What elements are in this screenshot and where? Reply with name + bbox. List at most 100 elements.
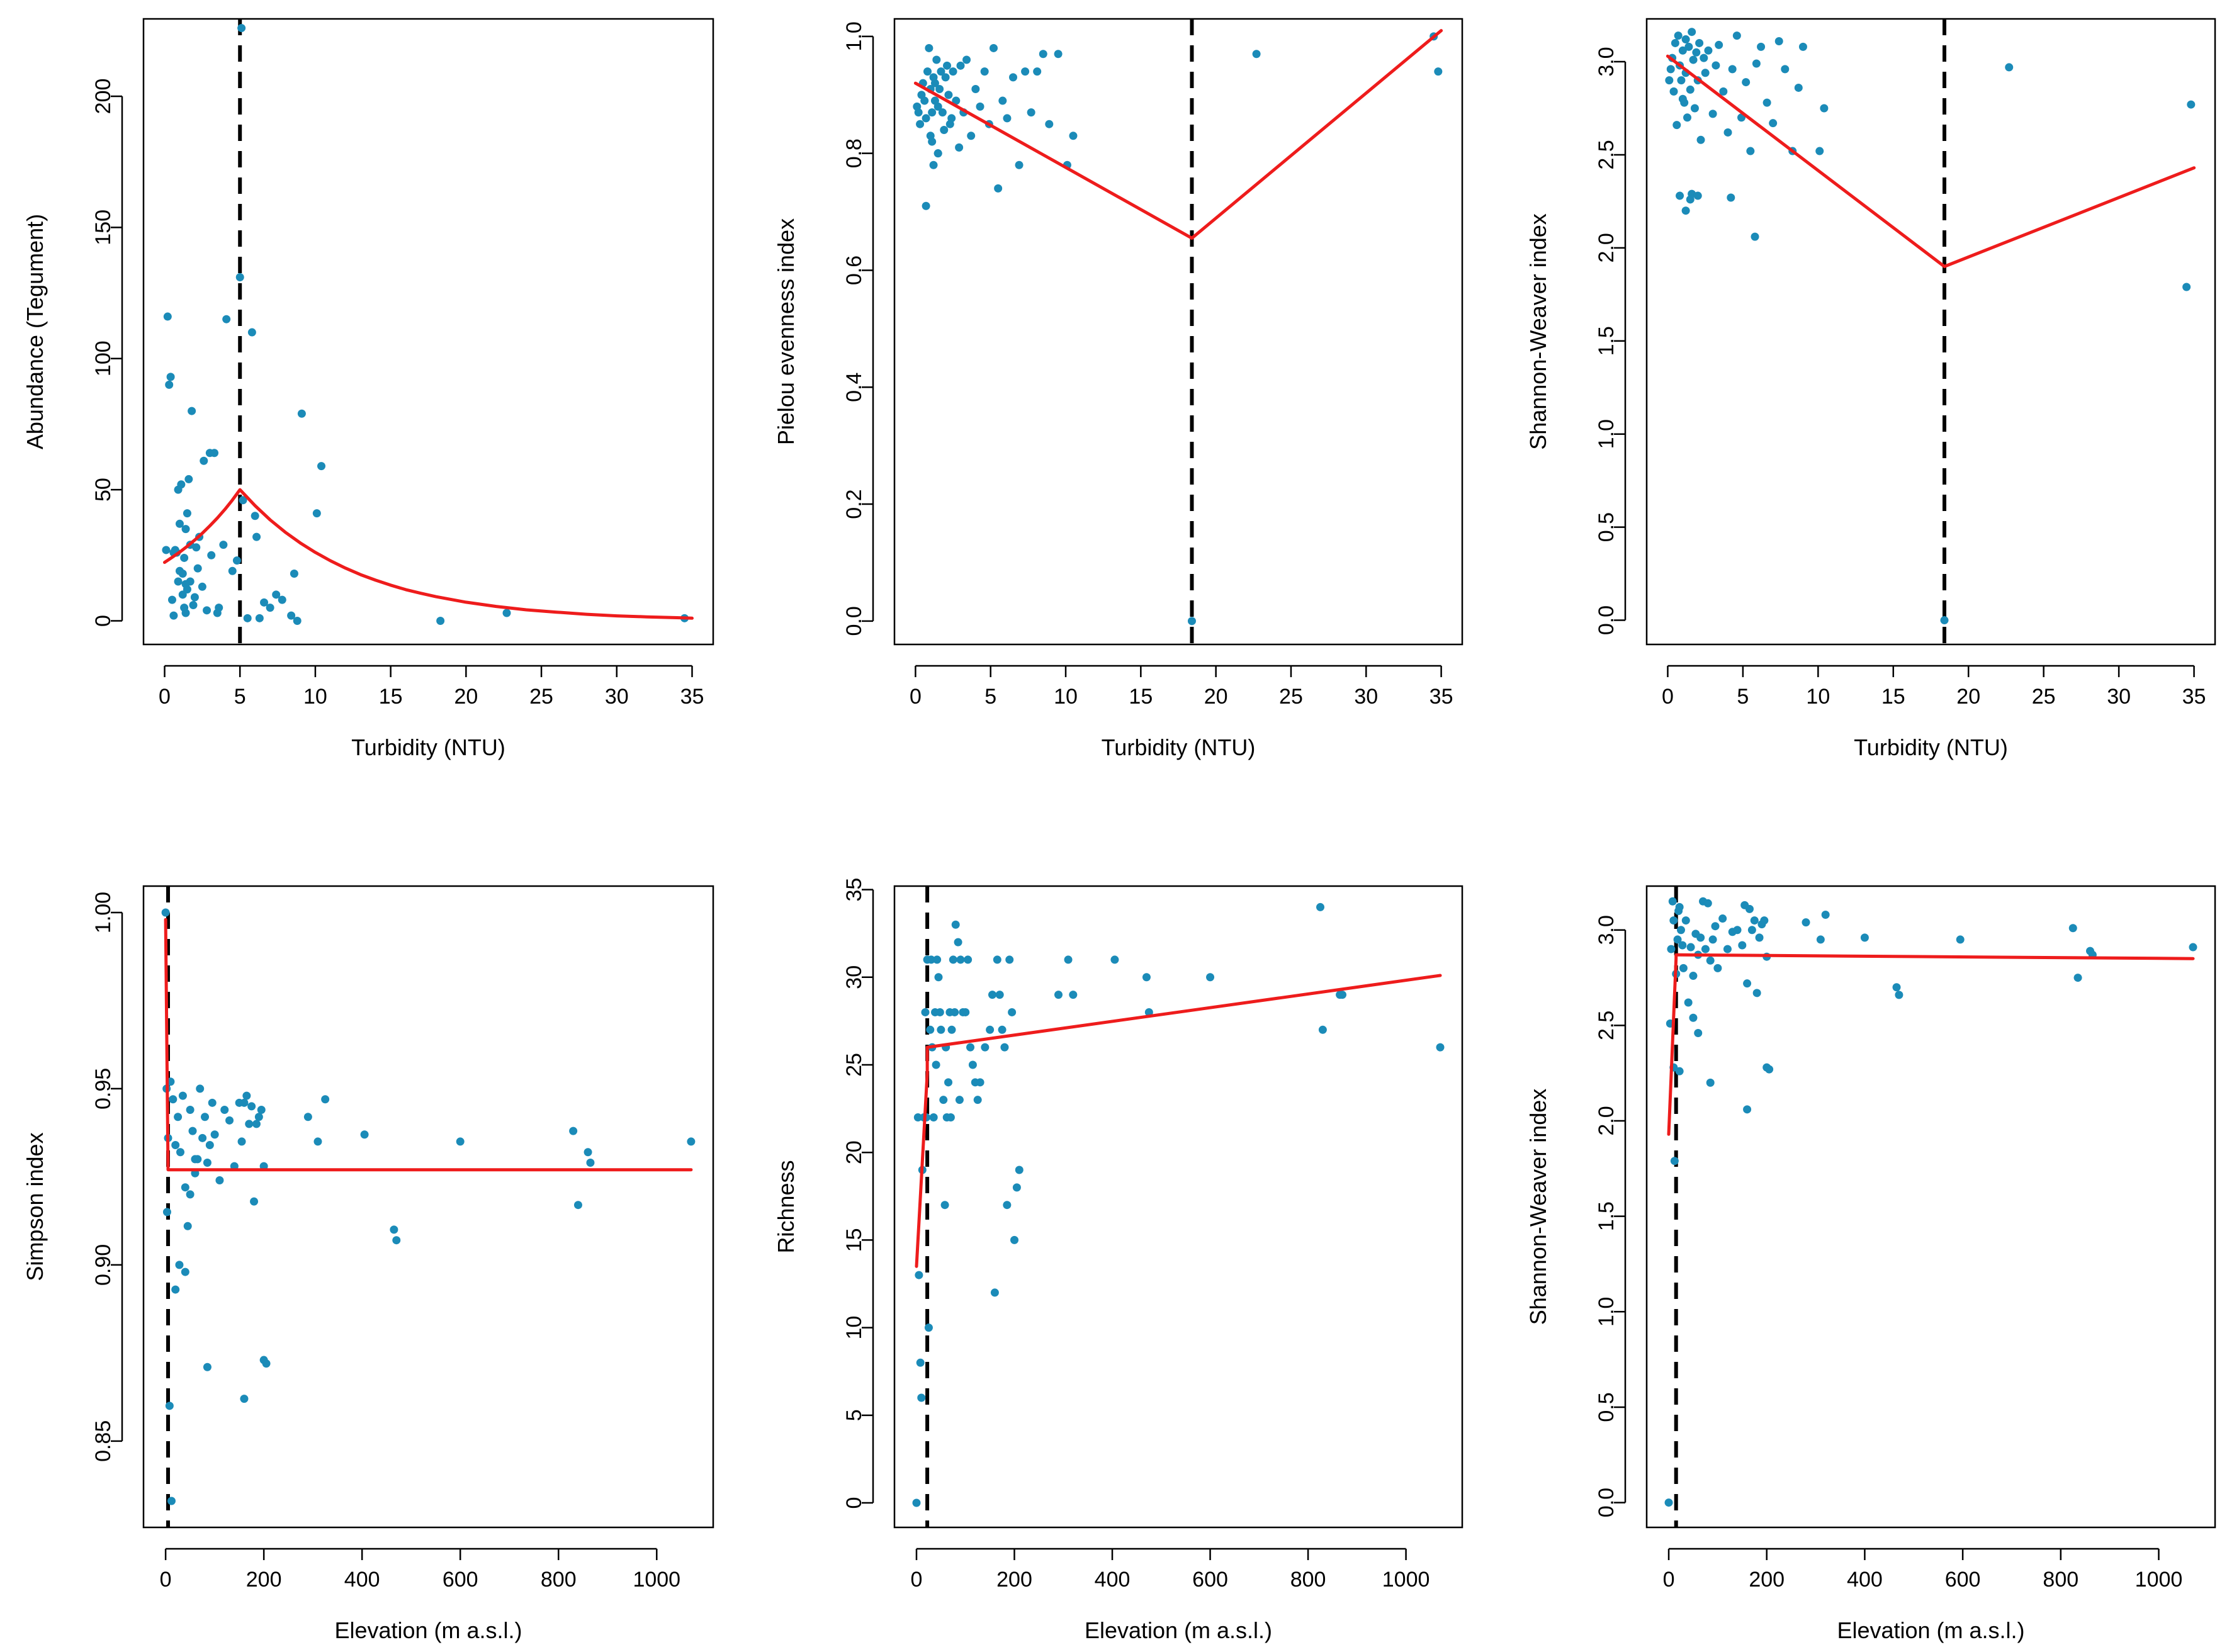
data-point — [245, 1120, 254, 1128]
data-point — [240, 1395, 249, 1403]
plot-area — [913, 19, 1443, 644]
data-point — [1719, 87, 1728, 96]
x-tick-label: 30 — [2107, 685, 2131, 709]
data-point — [924, 1323, 933, 1332]
data-point — [951, 920, 960, 929]
data-point — [1738, 941, 1747, 950]
data-point — [1683, 113, 1691, 122]
data-point — [1690, 104, 1699, 113]
x-axis-title: Elevation (m a.s.l.) — [1837, 1617, 2024, 1643]
y-tick-label: 15 — [842, 1228, 866, 1252]
x-tick-label: 600 — [443, 1568, 478, 1592]
data-point — [968, 1060, 977, 1069]
x-tick-label: 1000 — [2135, 1568, 2183, 1592]
data-point — [250, 1197, 259, 1206]
data-point — [929, 160, 938, 169]
data-point — [930, 79, 939, 87]
data-point — [297, 409, 306, 418]
data-point — [1666, 65, 1675, 74]
y-tick-label: 0.90 — [91, 1244, 115, 1286]
fit-line — [1667, 953, 2195, 1136]
plot-frame — [1645, 18, 2216, 646]
data-point — [937, 67, 945, 76]
data-point — [1045, 120, 1054, 128]
x-tick-label: 35 — [1430, 685, 1453, 709]
y-tick-label: 30 — [842, 965, 866, 989]
data-point — [1674, 31, 1683, 40]
data-point — [986, 1025, 995, 1034]
data-point — [1750, 916, 1759, 925]
y-tick-label: 150 — [91, 210, 115, 245]
data-point — [938, 108, 947, 117]
y-tick-label: 0.2 — [842, 489, 866, 519]
data-point — [1706, 956, 1715, 965]
data-point — [169, 1095, 178, 1104]
data-point — [166, 373, 175, 381]
data-point — [1003, 114, 1012, 123]
data-point — [1816, 935, 1825, 944]
data-point — [1021, 67, 1030, 76]
data-point — [1009, 73, 1018, 82]
data-point — [203, 1363, 211, 1371]
data-point — [1700, 53, 1708, 62]
x-tick-label: 200 — [246, 1568, 282, 1592]
data-point — [1820, 104, 1829, 113]
data-point — [220, 1106, 229, 1115]
y-axis-title: Richness — [773, 1160, 799, 1253]
data-point — [934, 973, 943, 982]
data-point — [946, 1113, 955, 1122]
data-point — [1745, 904, 1754, 913]
data-point — [928, 137, 937, 146]
data-point — [1252, 50, 1261, 59]
data-point — [1008, 1008, 1017, 1016]
data-point — [215, 1176, 224, 1185]
data-point — [272, 590, 281, 599]
data-point — [971, 84, 980, 93]
data-point — [1665, 76, 1674, 85]
x-axis-title: Elevation (m a.s.l.) — [334, 1617, 522, 1643]
data-point — [1686, 943, 1695, 952]
data-point — [287, 611, 296, 620]
data-point — [962, 55, 971, 64]
data-point — [1681, 916, 1690, 925]
data-point — [251, 512, 259, 520]
x-tick-label: 25 — [529, 685, 553, 709]
data-point — [1318, 1025, 1327, 1034]
data-point — [162, 1208, 171, 1217]
data-point — [917, 1393, 926, 1402]
data-point — [923, 67, 932, 76]
panel-top-right: 0 5 10 15 20 25 30 35 0.0 0.5 1.0 1.5 2.0 2.5 3.0 Turbi… — [1525, 18, 2216, 760]
data-point — [321, 1095, 330, 1104]
data-point — [225, 1116, 234, 1125]
data-point — [1752, 59, 1761, 68]
data-point — [929, 1113, 938, 1122]
data-point — [1815, 147, 1824, 155]
data-point — [1010, 1235, 1019, 1244]
data-point — [1003, 1201, 1012, 1210]
data-point — [956, 955, 965, 964]
x-tick-label: 0 — [1662, 685, 1674, 709]
data-point — [1681, 206, 1690, 215]
data-point — [994, 184, 1003, 193]
x-tick-label: 10 — [303, 685, 327, 709]
data-point — [215, 604, 223, 612]
x-tick-label: 0 — [910, 685, 922, 709]
data-point — [1762, 98, 1771, 107]
data-point — [928, 108, 937, 117]
data-point — [240, 1098, 249, 1107]
data-point — [1711, 922, 1720, 931]
data-point — [210, 1130, 219, 1139]
data-point — [1069, 991, 1078, 999]
y-tick-label: 0.5 — [1594, 1392, 1618, 1422]
data-point — [989, 43, 998, 52]
data-point — [177, 480, 186, 489]
data-point — [941, 73, 950, 82]
y-tick-label: 0.0 — [842, 606, 866, 636]
y-tick-label: 0.85 — [91, 1420, 115, 1462]
data-point — [208, 1098, 217, 1107]
x-tick-label: 0 — [160, 1568, 172, 1592]
data-point — [687, 1137, 696, 1146]
y-tick-label: 3.0 — [1594, 915, 1618, 945]
data-point — [998, 96, 1007, 105]
